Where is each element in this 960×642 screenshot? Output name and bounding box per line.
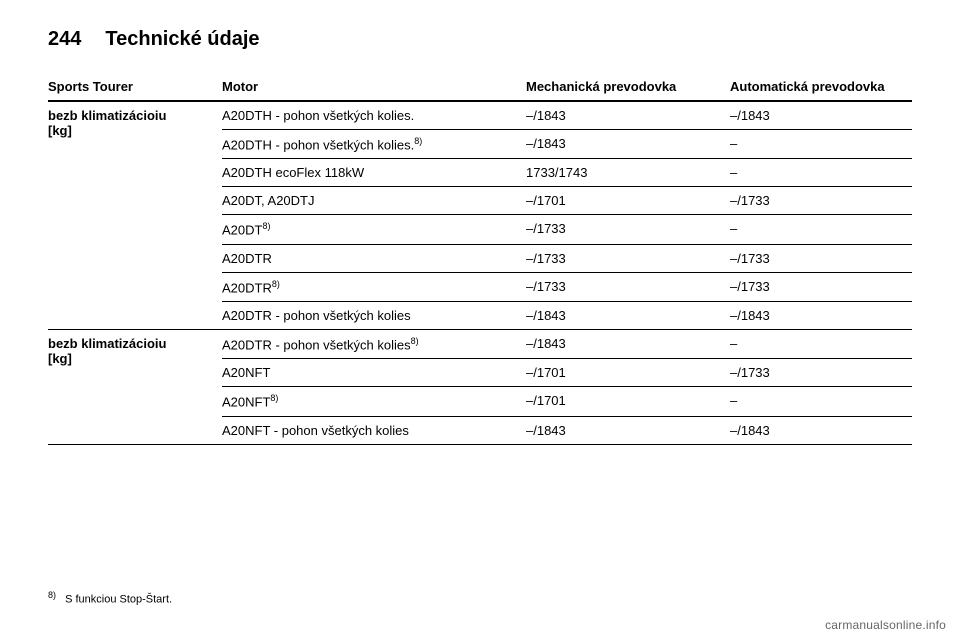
- auto-cell: –: [730, 159, 912, 187]
- group-label-line1: bezb klimatizácioiu: [48, 336, 218, 351]
- auto-cell: –: [730, 329, 912, 358]
- page-title: Technické údaje: [105, 28, 259, 51]
- manual-cell: –/1733: [526, 244, 730, 272]
- engine-cell: A20DTR - pohon všetkých kolies: [222, 301, 526, 329]
- footnote-ref: 8): [411, 336, 419, 346]
- auto-cell: –/1843: [730, 101, 912, 130]
- footnote-text: S funkciou Stop-Štart.: [65, 594, 172, 606]
- group-label-line1: bezb klimatizácioiu: [48, 108, 218, 123]
- group-label-line2: [kg]: [48, 123, 218, 138]
- page-number: 244: [48, 28, 81, 51]
- engine-cell: A20DTH - pohon všetkých kolies.: [222, 101, 526, 130]
- group-cell: bezb klimatizácioiu[kg]: [48, 101, 222, 329]
- group-label-line2: [kg]: [48, 351, 218, 366]
- group-cell: bezb klimatizácioiu[kg]: [48, 329, 222, 444]
- spec-table: Sports Tourer Motor Mechanická prevodovk…: [48, 73, 912, 445]
- footnote-ref: 8): [262, 221, 270, 231]
- footnote-ref: 8): [270, 393, 278, 403]
- footnote-ref: 8): [272, 279, 280, 289]
- engine-cell: A20DTH ecoFlex 118kW: [222, 159, 526, 187]
- engine-cell: A20NFT: [222, 359, 526, 387]
- page-header: 244 Technické údaje: [48, 28, 912, 51]
- engine-cell: A20DTR - pohon všetkých kolies8): [222, 329, 526, 358]
- manual-cell: –/1843: [526, 329, 730, 358]
- col-header-manual: Mechanická prevodovka: [526, 73, 730, 101]
- engine-cell: A20DT8): [222, 215, 526, 244]
- auto-cell: –/1733: [730, 187, 912, 215]
- engine-cell: A20DTH - pohon všetkých kolies.8): [222, 130, 526, 159]
- engine-cell: A20NFT - pohon všetkých kolies: [222, 416, 526, 444]
- auto-cell: –/1843: [730, 416, 912, 444]
- manual-cell: –/1733: [526, 272, 730, 301]
- table-row: bezb klimatizácioiu[kg]A20DTH - pohon vš…: [48, 101, 912, 130]
- auto-cell: –: [730, 387, 912, 416]
- manual-cell: 1733/1743: [526, 159, 730, 187]
- footnote: 8) S funkciou Stop-Štart.: [48, 590, 172, 606]
- engine-cell: A20DT, A20DTJ: [222, 187, 526, 215]
- manual-cell: –/1733: [526, 215, 730, 244]
- manual-cell: –/1843: [526, 301, 730, 329]
- auto-cell: –: [730, 215, 912, 244]
- auto-cell: –: [730, 130, 912, 159]
- manual-cell: –/1701: [526, 187, 730, 215]
- footnote-ref: 8): [414, 136, 422, 146]
- watermark: carmanualsonline.info: [825, 618, 946, 632]
- manual-cell: –/1843: [526, 130, 730, 159]
- col-header-group: Sports Tourer: [48, 73, 222, 101]
- col-header-auto: Automatická prevodovka: [730, 73, 912, 101]
- footnote-mark: 8): [48, 590, 56, 600]
- auto-cell: –/1733: [730, 244, 912, 272]
- auto-cell: –/1843: [730, 301, 912, 329]
- table-row: bezb klimatizácioiu[kg]A20DTR - pohon vš…: [48, 329, 912, 358]
- manual-cell: –/1701: [526, 387, 730, 416]
- manual-cell: –/1843: [526, 101, 730, 130]
- engine-cell: A20DTR8): [222, 272, 526, 301]
- auto-cell: –/1733: [730, 272, 912, 301]
- engine-cell: A20NFT8): [222, 387, 526, 416]
- engine-cell: A20DTR: [222, 244, 526, 272]
- manual-cell: –/1843: [526, 416, 730, 444]
- auto-cell: –/1733: [730, 359, 912, 387]
- manual-cell: –/1701: [526, 359, 730, 387]
- col-header-engine: Motor: [222, 73, 526, 101]
